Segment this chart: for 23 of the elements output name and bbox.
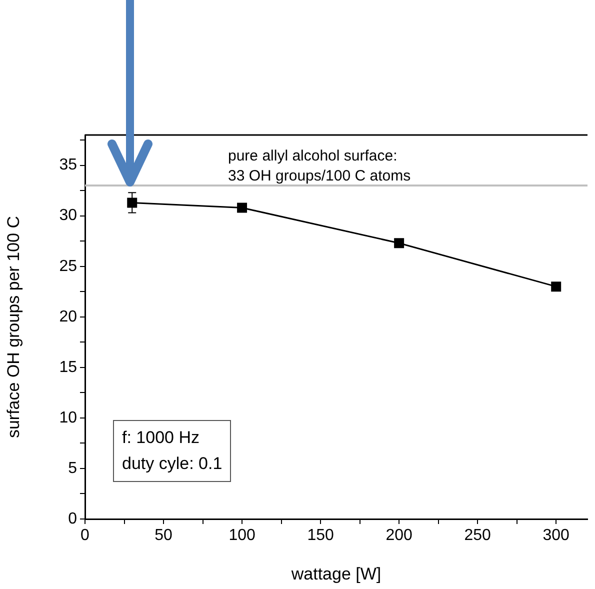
x-tick-label: 50: [154, 527, 173, 544]
y-tick-label: 5: [68, 460, 78, 477]
point: [237, 202, 248, 213]
y-tick-label: 20: [59, 308, 78, 326]
point: [551, 282, 562, 292]
y-tick-label: 35: [59, 156, 78, 174]
x-tick-label: 0: [80, 527, 90, 544]
y-tick-label: 10: [59, 409, 78, 426]
y-tick-label: 0: [68, 510, 78, 528]
y-tick-label: 30: [59, 207, 78, 224]
point: [127, 198, 138, 208]
x-axis-title: wattage [W]: [290, 564, 382, 584]
x-tick-label: 300: [542, 527, 570, 544]
annotation: f: 1000 Hz duty cyle: 0.1: [113, 420, 232, 482]
y-tick-label: 15: [59, 358, 78, 376]
x-tick-label: 250: [464, 527, 492, 544]
point: [394, 238, 404, 248]
y-axis-title: surface OH groups per 100 C: [4, 216, 23, 438]
x-tick-label: 150: [307, 527, 334, 544]
y-tick-label: 25: [59, 258, 78, 275]
ref-line-label: pure allyl alcohol surface: 33 OH groups/100 C atoms: [228, 148, 411, 185]
x-tick-label: 100: [228, 527, 256, 544]
x-tick-label: 200: [386, 527, 413, 544]
